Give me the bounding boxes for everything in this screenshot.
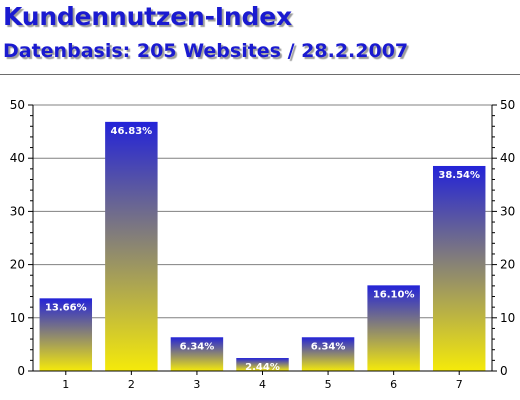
x-tick-label-5: 5: [325, 378, 332, 391]
x-tick-label-2: 2: [128, 378, 135, 391]
chart-subtitle: Datenbasis: 205 Websites / 28.2.2007: [3, 40, 409, 62]
bar-6: [367, 285, 420, 371]
data-label-5: 6.34%: [311, 341, 346, 352]
data-label-7: 38.54%: [438, 170, 480, 181]
chart-title: Kundennutzen-Index: [3, 2, 292, 31]
y-tick-label-left: 50: [10, 98, 25, 112]
bar-4: [236, 358, 289, 371]
x-tick-label-1: 1: [62, 378, 69, 391]
title-divider: [0, 74, 520, 75]
x-tick-label-4: 4: [259, 378, 266, 391]
y-tick-label-right: 0: [500, 364, 508, 378]
y-tick-label-left: 10: [10, 311, 25, 325]
y-tick-label-right: 20: [500, 258, 515, 272]
y-tick-label-right: 10: [500, 311, 515, 325]
bar-1: [39, 298, 93, 371]
y-tick-label-left: 20: [10, 258, 25, 272]
y-tick-label-left: 0: [17, 364, 25, 378]
y-tick-label-left: 30: [10, 204, 25, 218]
y-tick-label-right: 50: [500, 98, 515, 112]
data-label-6: 16.10%: [373, 289, 415, 300]
bar-2: [105, 121, 158, 371]
data-label-2: 46.83%: [111, 126, 153, 137]
data-label-3: 6.34%: [180, 341, 215, 352]
x-tick-label-7: 7: [456, 378, 463, 391]
y-tick-label-right: 30: [500, 204, 515, 218]
x-tick-label-6: 6: [390, 378, 397, 391]
bar-3: [170, 337, 224, 371]
bar-7: [432, 165, 486, 371]
bar-5: [301, 337, 355, 371]
y-tick-label-left: 40: [10, 151, 25, 165]
data-label-4: 2.44%: [245, 362, 280, 373]
y-tick-label-right: 40: [500, 151, 515, 165]
data-label-1: 13.66%: [45, 302, 87, 313]
x-tick-label-3: 3: [193, 378, 200, 391]
